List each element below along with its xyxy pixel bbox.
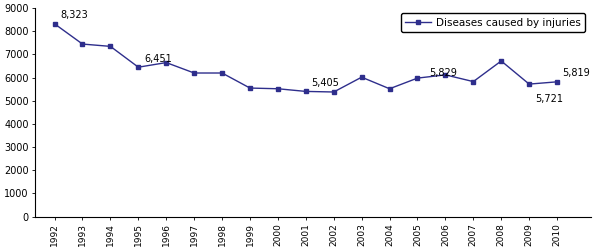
Diseases caused by injuries xyxy=(51,22,58,25)
Diseases caused by injuries xyxy=(135,66,142,69)
Diseases caused by injuries xyxy=(414,76,421,80)
Line: Diseases caused by injuries: Diseases caused by injuries xyxy=(52,22,559,95)
Diseases caused by injuries xyxy=(247,86,254,90)
Diseases caused by injuries xyxy=(191,72,198,74)
Diseases caused by injuries xyxy=(107,45,114,48)
Text: 5,721: 5,721 xyxy=(535,94,563,104)
Text: 8,323: 8,323 xyxy=(60,10,88,20)
Diseases caused by injuries xyxy=(274,87,281,90)
Diseases caused by injuries xyxy=(470,80,477,83)
Diseases caused by injuries xyxy=(553,80,560,83)
Diseases caused by injuries xyxy=(526,82,533,86)
Diseases caused by injuries xyxy=(358,76,365,79)
Diseases caused by injuries xyxy=(218,72,226,74)
Text: 5,819: 5,819 xyxy=(563,68,590,78)
Diseases caused by injuries xyxy=(79,42,86,45)
Text: 5,829: 5,829 xyxy=(429,68,457,78)
Text: 5,405: 5,405 xyxy=(311,78,339,88)
Legend: Diseases caused by injuries: Diseases caused by injuries xyxy=(401,14,586,32)
Diseases caused by injuries xyxy=(386,87,393,90)
Diseases caused by injuries xyxy=(330,90,337,94)
Diseases caused by injuries xyxy=(163,61,170,64)
Diseases caused by injuries xyxy=(302,90,310,93)
Diseases caused by injuries xyxy=(497,60,505,62)
Diseases caused by injuries xyxy=(442,73,449,76)
Text: 6,451: 6,451 xyxy=(144,54,172,64)
